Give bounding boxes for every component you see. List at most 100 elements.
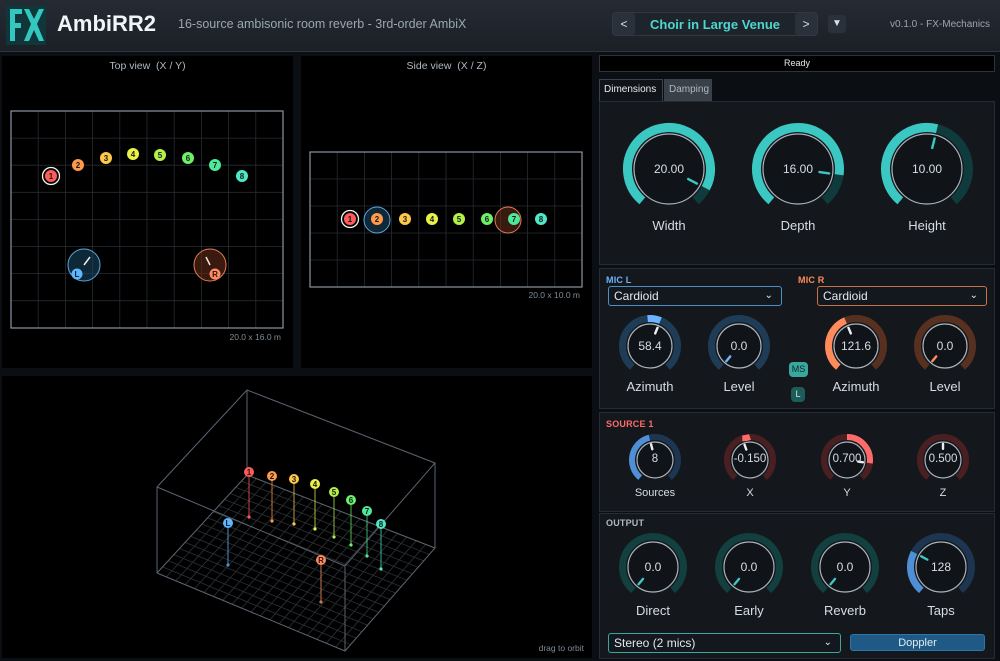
ms-button[interactable]: MS <box>789 362 808 377</box>
mic-r-pattern-select[interactable]: Cardioid ⌄ <box>817 286 987 306</box>
top-view-source-7-label: 7 <box>213 161 218 170</box>
orbit-view-mic-l[interactable]: L <box>223 518 233 567</box>
mic-l-azimuth-value: 58.4 <box>638 338 662 353</box>
side-view-title: Side view (X / Z) <box>406 60 487 72</box>
orbit-view-mic-r-label: R <box>318 556 324 565</box>
orbit-view-canvas[interactable]: 1 2 3 4 5 6 78 L R <box>2 376 592 658</box>
orbit-view-source-5[interactable]: 5 <box>329 487 339 497</box>
output-early-knob[interactable]: 0.0 Early <box>714 532 784 618</box>
orbit-view-source-1[interactable]: 1 <box>244 467 254 477</box>
preset-next-button[interactable]: > <box>795 13 817 35</box>
side-view-panel[interactable]: Side view (X / Z) 1 2 3 4 5 6 7 8 20.0 x 10.0 m <box>301 56 592 368</box>
preset-name[interactable]: Choir in Large Venue <box>649 17 781 32</box>
output-mode-value: Stereo (2 mics) <box>614 636 696 650</box>
mic-r-level-knob-dial <box>914 315 976 370</box>
output-direct-knob[interactable]: 0.0 Direct <box>618 532 688 618</box>
side-view-source-8[interactable]: 8 <box>535 213 547 225</box>
source-x-label: X <box>746 487 754 499</box>
top-view-mic-l[interactable]: L <box>67 248 101 282</box>
source-z-knob[interactable]: 0.500 Z <box>916 433 970 499</box>
orbit-view-source-7[interactable]: 7 <box>362 506 372 516</box>
mic-l-level-knob[interactable]: 0.0 Level <box>707 314 771 394</box>
orbit-view-mic-l-label: L <box>226 519 231 528</box>
side-view-source-1[interactable]: 1 <box>340 209 360 229</box>
top-view-canvas[interactable]: L R 1 2 3 4 5 6 7 8 <box>2 56 293 368</box>
top-view-source-3[interactable]: 3 <box>100 152 112 164</box>
app-subtitle: 16-source ambisonic room reverb - 3rd-or… <box>178 17 467 31</box>
height-label: Height <box>908 218 946 233</box>
source-z-label: Z <box>939 487 947 499</box>
source-x-knob[interactable]: -0.150 X <box>723 433 777 499</box>
side-view-source-5[interactable]: 5 <box>453 213 465 225</box>
dimensions-section: 20.00 Width 16.00 Depth 10.00 Height <box>599 101 995 265</box>
preset-selector: < Choir in Large Venue > <box>612 12 818 36</box>
mic-r-azimuth-value: 121.6 <box>840 338 872 353</box>
link-button[interactable]: L <box>791 387 805 402</box>
output-taps-knob[interactable]: 128 Taps <box>906 532 976 618</box>
side-view-source-2[interactable]: 2 <box>371 213 383 225</box>
orbit-view-source-2-label: 2 <box>270 472 275 481</box>
tab-dimensions[interactable]: Dimensions <box>599 79 663 101</box>
mic-section: MIC L MIC R Cardioid ⌄ Cardioid ⌄ MS L 5… <box>599 268 995 409</box>
top-view-source-3-label: 3 <box>104 154 109 163</box>
mic-r-level-knob[interactable]: 0.0 Level <box>913 314 977 394</box>
chevron-down-icon: ⌄ <box>764 290 773 301</box>
orbit-view-source-4[interactable]: 4 <box>310 479 320 489</box>
orbit-view-mic-r[interactable]: R <box>316 555 326 604</box>
top-view-source-4[interactable]: 4 <box>127 148 139 160</box>
version-label: v0.1.0 - FX-Mechanics <box>890 19 991 30</box>
output-reverb-knob[interactable]: 0.0 Reverb <box>810 532 880 618</box>
width-knob[interactable]: 20.00 Width <box>622 122 716 233</box>
source-y-knob[interactable]: 0.700 Y <box>820 433 874 499</box>
chevron-down-icon: ⌄ <box>969 290 978 301</box>
side-view-source-7-label: 7 <box>512 215 517 224</box>
top-view-source-6-label: 6 <box>186 154 191 163</box>
doppler-button[interactable]: Doppler <box>850 634 985 651</box>
header-bar: AmbiRR2 16-source ambisonic room reverb … <box>0 0 1000 52</box>
width-knob-dial <box>623 123 715 205</box>
side-view-source-3[interactable]: 3 <box>399 213 411 225</box>
top-view-dimensions: 20.0 x 16.0 m <box>229 332 281 342</box>
side-view-source-2-label: 2 <box>375 215 380 224</box>
mic-r-azimuth-knob[interactable]: 121.6 Azimuth <box>824 314 888 394</box>
preset-prev-button[interactable]: < <box>613 13 635 35</box>
top-view-source-2[interactable]: 2 <box>72 159 84 171</box>
depth-knob[interactable]: 16.00 Depth <box>751 122 845 233</box>
mic-r-level-label: Level <box>929 379 961 394</box>
mic-l-pattern-select[interactable]: Cardioid ⌄ <box>608 286 782 306</box>
side-view-source-5-label: 5 <box>457 215 462 224</box>
source-section: SOURCE 1 8 Sources -0.150 X 0.700 Y 0.500 Z <box>599 412 995 512</box>
fx-logo-icon <box>6 5 46 45</box>
top-view-source-5[interactable]: 5 <box>154 149 166 161</box>
orbit-view-source-3[interactable]: 3 <box>289 474 299 484</box>
orbit-view-source-2[interactable]: 2 <box>267 471 277 481</box>
side-view-source-7[interactable]: 7 <box>508 213 520 225</box>
output-mode-select[interactable]: Stereo (2 mics) ⌄ <box>608 633 841 653</box>
mic-l-azimuth-knob[interactable]: 58.4 Azimuth <box>618 314 682 394</box>
top-view-source-1[interactable]: 1 <box>41 166 61 186</box>
top-view-source-6[interactable]: 6 <box>182 152 194 164</box>
orbit-view-source-1-label: 1 <box>247 468 252 477</box>
orbit-view-source-8[interactable]: 8 <box>376 519 386 529</box>
source-sources-knob[interactable]: 8 Sources <box>628 433 682 499</box>
side-view-source-6[interactable]: 6 <box>481 213 493 225</box>
output-direct-value: 0.0 <box>644 559 662 574</box>
preset-menu-button[interactable]: ▼ <box>828 15 846 33</box>
tab-damping[interactable]: Damping <box>664 79 712 101</box>
mic-r-level-value: 0.0 <box>936 338 954 353</box>
source-label: SOURCE 1 <box>606 419 654 429</box>
source-y-knob-dial <box>821 434 873 480</box>
mic-l-level-label: Level <box>723 379 755 394</box>
orbit-view-source-7-label: 7 <box>365 507 370 516</box>
orbit-view-source-6[interactable]: 6 <box>346 495 356 505</box>
top-view-source-8[interactable]: 8 <box>236 170 248 182</box>
height-knob[interactable]: 10.00 Height <box>880 122 974 233</box>
top-view-panel[interactable]: Top view (X / Y) L R 1 2 3 4 5 6 7 8 20.0 x 16.… <box>2 56 293 368</box>
depth-knob-dial <box>752 123 844 205</box>
top-view-source-7[interactable]: 7 <box>209 159 221 171</box>
side-view-canvas[interactable]: 1 2 3 4 5 6 7 8 <box>301 56 592 368</box>
output-early-value: 0.0 <box>740 559 758 574</box>
top-view-mic-r[interactable]: R <box>193 248 227 282</box>
side-view-source-4[interactable]: 4 <box>426 213 438 225</box>
